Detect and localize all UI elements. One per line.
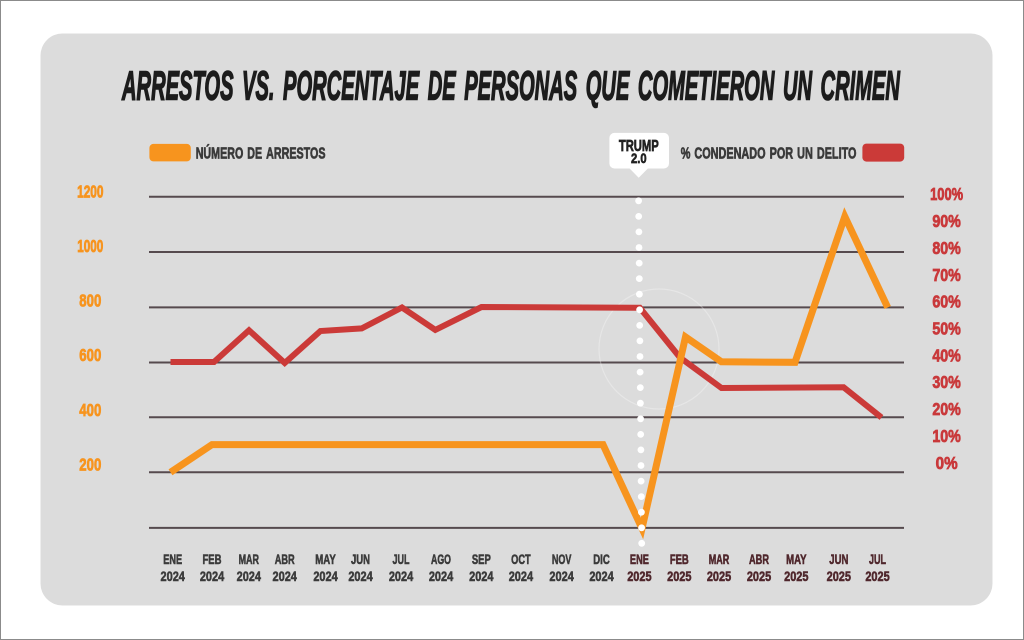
svg-text:PORCENTAJE: PORCENTAJE — [283, 63, 420, 109]
svg-text:100%: 100% — [930, 185, 963, 204]
svg-text:2024: 2024 — [313, 569, 337, 584]
svg-text:QUE: QUE — [586, 63, 631, 109]
svg-text:MAR: MAR — [239, 552, 260, 567]
svg-text:ABR: ABR — [749, 552, 769, 567]
svg-text:2024: 2024 — [237, 569, 261, 584]
svg-text:MAR: MAR — [709, 552, 730, 567]
svg-text:JUN: JUN — [829, 551, 848, 567]
svg-text:CONDENADO: CONDENADO — [694, 144, 765, 162]
svg-text:ENE: ENE — [630, 552, 649, 567]
svg-text:40%: 40% — [932, 346, 960, 366]
svg-text:50%: 50% — [932, 319, 960, 339]
svg-text:400: 400 — [79, 401, 101, 420]
svg-text:FEB: FEB — [203, 551, 222, 567]
svg-text:DE: DE — [247, 144, 262, 162]
svg-text:0%: 0% — [936, 454, 958, 473]
svg-text:OCT: OCT — [511, 552, 531, 567]
svg-text:2025: 2025 — [784, 569, 808, 584]
svg-text:%: % — [681, 144, 691, 162]
svg-text:JUN: JUN — [351, 551, 370, 567]
svg-text:CRIMEN: CRIMEN — [821, 63, 901, 109]
svg-text:2024: 2024 — [200, 569, 224, 584]
svg-text:MAY: MAY — [315, 551, 336, 567]
svg-text:COMETIERON: COMETIERON — [638, 63, 775, 109]
svg-text:2025: 2025 — [667, 569, 691, 584]
svg-text:VS.: VS. — [242, 63, 274, 109]
svg-text:UN: UN — [797, 144, 813, 162]
svg-text:FEB: FEB — [670, 551, 689, 567]
svg-text:JUL: JUL — [393, 552, 410, 567]
svg-text:1000: 1000 — [77, 237, 103, 257]
svg-text:MAY: MAY — [786, 551, 807, 567]
svg-text:80%: 80% — [932, 238, 960, 258]
svg-text:POR: POR — [770, 144, 794, 162]
svg-text:DELITO: DELITO — [817, 144, 857, 162]
svg-text:2.0: 2.0 — [631, 150, 647, 167]
svg-text:10%: 10% — [932, 427, 960, 447]
svg-text:1200: 1200 — [77, 182, 103, 202]
svg-text:90%: 90% — [932, 212, 960, 232]
svg-text:2024: 2024 — [549, 569, 573, 584]
svg-text:2025: 2025 — [707, 569, 731, 584]
svg-text:DE: DE — [428, 63, 457, 109]
svg-text:NÚMERO: NÚMERO — [196, 144, 244, 162]
svg-text:2024: 2024 — [348, 569, 372, 584]
svg-text:ARRESTOS: ARRESTOS — [266, 144, 325, 162]
svg-text:2024: 2024 — [509, 569, 533, 584]
svg-text:70%: 70% — [932, 265, 960, 285]
svg-text:2024: 2024 — [389, 569, 413, 584]
svg-text:AGO: AGO — [431, 553, 451, 567]
svg-text:600: 600 — [79, 346, 101, 365]
svg-text:TRUMP: TRUMP — [619, 137, 659, 154]
svg-text:PERSONAS: PERSONAS — [464, 63, 577, 109]
svg-text:2025: 2025 — [747, 569, 771, 584]
svg-text:200: 200 — [79, 456, 101, 475]
svg-text:SEP: SEP — [472, 551, 491, 567]
svg-text:60%: 60% — [932, 292, 960, 312]
svg-text:2024: 2024 — [273, 569, 297, 584]
svg-text:2024: 2024 — [429, 569, 453, 584]
svg-text:ARRESTOS: ARRESTOS — [121, 63, 234, 109]
svg-text:800: 800 — [79, 292, 101, 311]
svg-text:2025: 2025 — [827, 569, 851, 584]
svg-text:2025: 2025 — [627, 569, 651, 584]
svg-text:2024: 2024 — [589, 569, 613, 584]
svg-text:ENE: ENE — [163, 552, 182, 567]
svg-text:20%: 20% — [932, 400, 960, 420]
svg-text:UN: UN — [783, 63, 813, 109]
svg-text:2025: 2025 — [865, 569, 889, 584]
svg-text:2024: 2024 — [161, 569, 185, 584]
svg-text:DIC: DIC — [593, 551, 610, 567]
svg-text:2024: 2024 — [469, 569, 493, 584]
svg-text:30%: 30% — [932, 373, 960, 393]
svg-text:NOV: NOV — [552, 552, 572, 567]
svg-text:ABR: ABR — [275, 552, 295, 567]
svg-text:JUL: JUL — [869, 552, 886, 567]
